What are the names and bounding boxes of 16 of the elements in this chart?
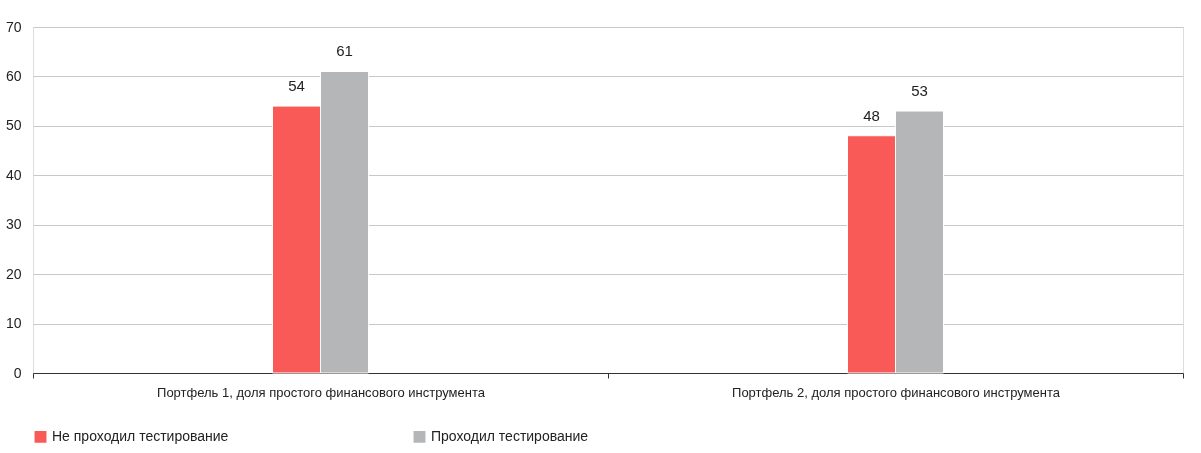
data-label: 53 bbox=[911, 82, 928, 100]
x-tick-label: Портфель 2, доля простого финансового инструмента bbox=[732, 384, 1061, 400]
x-tick-label: Портфель 1, доля простого финансового инструмента bbox=[157, 384, 486, 400]
y-tick-label: 30 bbox=[5, 216, 22, 233]
data-label: 61 bbox=[336, 42, 353, 60]
y-tick-label: 40 bbox=[5, 166, 22, 183]
legend-label: Не проходил тестирование bbox=[52, 427, 229, 444]
data-label: 48 bbox=[863, 106, 880, 124]
y-tick-label: 10 bbox=[5, 315, 22, 332]
y-tick-label: 50 bbox=[5, 117, 22, 134]
y-tick-label: 0 bbox=[13, 364, 22, 381]
data-label: 54 bbox=[288, 77, 305, 95]
legend-label: Проходил тестирование bbox=[431, 427, 589, 444]
y-tick-label: 70 bbox=[5, 18, 22, 35]
y-tick-label: 20 bbox=[5, 265, 22, 282]
y-tick-label: 60 bbox=[5, 67, 22, 84]
